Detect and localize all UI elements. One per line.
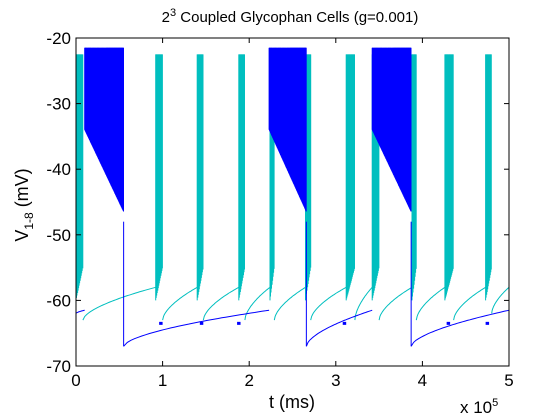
y-tick-label: -60 xyxy=(46,291,71,310)
chart-title: 23 Coupled Glycophan Cells (g=0.001) xyxy=(162,7,419,26)
blue-baseline-segment xyxy=(305,309,373,347)
cyan-baseline-segment xyxy=(162,286,198,321)
blue-baseline-segment xyxy=(123,309,270,347)
blue-baseline-segment xyxy=(75,309,85,314)
y-tick-label: -70 xyxy=(46,357,71,376)
cyan-baseline-segment xyxy=(453,286,486,321)
cyan-baseline-segment xyxy=(244,286,271,321)
ticks xyxy=(75,37,510,367)
x-multiplier-label: x 105 xyxy=(460,397,498,417)
cyan-baseline-segment xyxy=(82,286,156,321)
y-tick-label: -50 xyxy=(46,226,71,245)
x-axis-label: t (ms) xyxy=(269,392,315,412)
cyan-baseline-segment xyxy=(202,286,240,321)
x-tick-label: 5 xyxy=(504,371,513,390)
cyan-baseline-segment xyxy=(354,286,373,321)
cyan-baseline-segment xyxy=(378,286,413,321)
blue-baseline-segment xyxy=(410,309,510,347)
cyan-baseline-segment xyxy=(310,286,347,321)
y-tick-label: -20 xyxy=(46,29,71,48)
axes-box xyxy=(75,37,510,367)
x-tick-label: 1 xyxy=(158,371,167,390)
cyan-baseline-segment xyxy=(415,286,446,321)
cyan-baseline-segment xyxy=(491,286,510,314)
y-tick-label: -40 xyxy=(46,160,71,179)
x-tick-label: 0 xyxy=(71,371,80,390)
x-tick-label: 4 xyxy=(418,371,427,390)
x-tick-label: 3 xyxy=(331,371,340,390)
x-tick-label: 2 xyxy=(244,371,253,390)
traces xyxy=(75,47,510,347)
tick-labels: 0 1 2 3 4 5 -20 -30 -40 -50 -60 -70 xyxy=(46,29,513,390)
y-axis-label: V1-8 (mV) xyxy=(12,168,36,241)
cyan-baseline-segment xyxy=(273,286,306,321)
y-tick-label: -30 xyxy=(46,95,71,114)
